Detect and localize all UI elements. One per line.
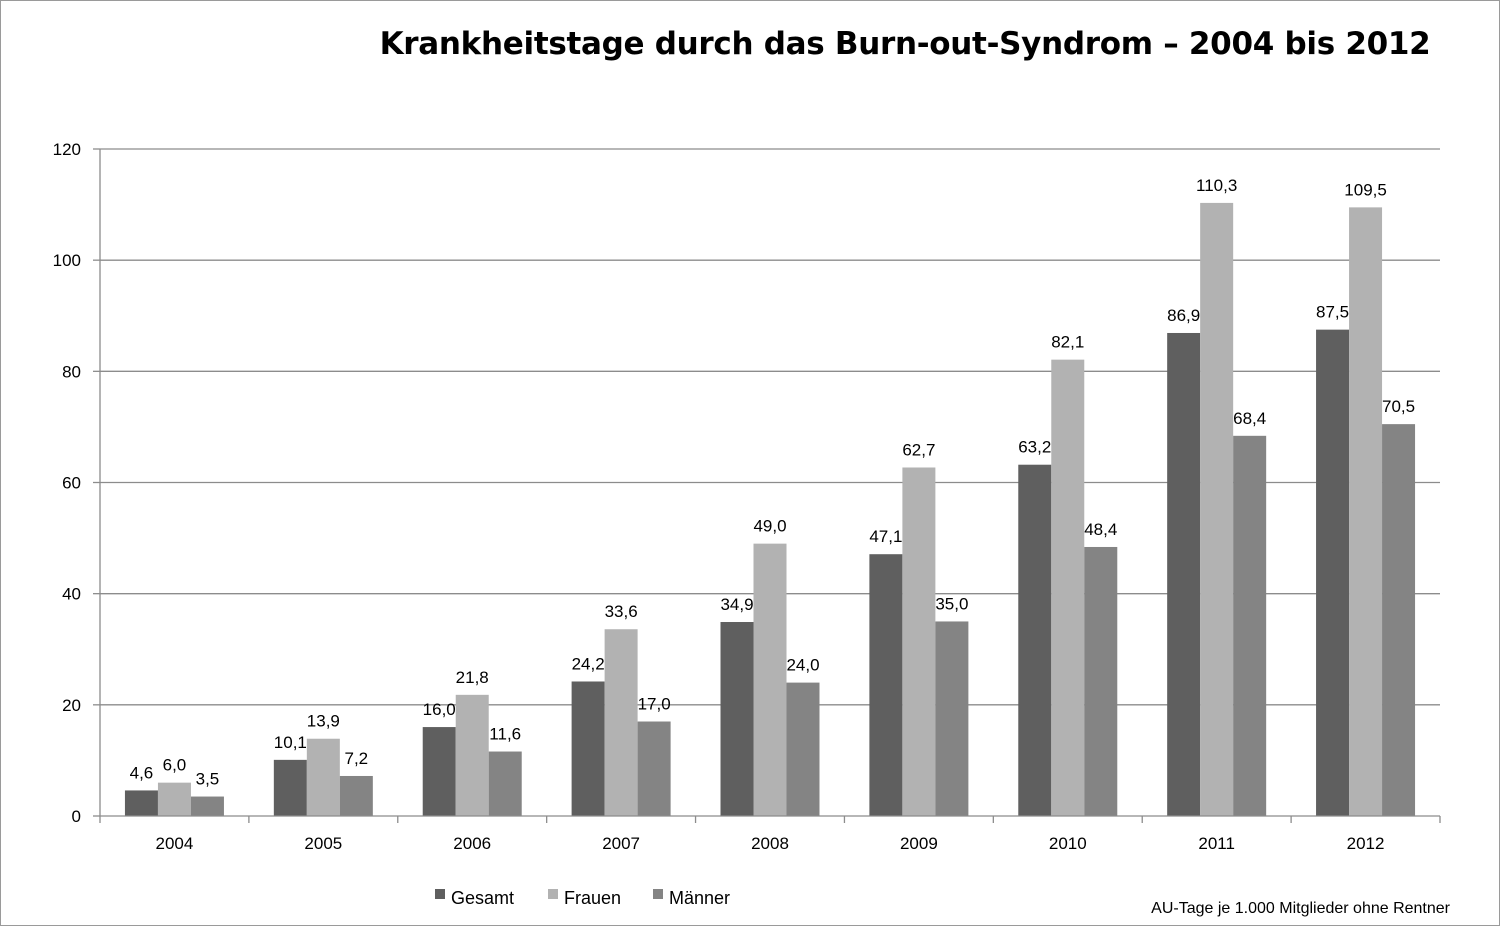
bar-männer bbox=[1233, 435, 1267, 816]
x-tick-label: 2011 bbox=[1198, 834, 1235, 853]
data-label: 33,6 bbox=[605, 602, 638, 621]
bar-gesamt bbox=[869, 554, 903, 816]
data-label: 10,1 bbox=[274, 733, 307, 752]
bar-gesamt bbox=[571, 681, 605, 816]
bar-frauen bbox=[306, 738, 340, 816]
y-axis: 0 20 40 60 80 100 120 bbox=[53, 140, 101, 826]
data-label: 47,1 bbox=[869, 527, 902, 546]
data-label: 24,2 bbox=[572, 654, 605, 673]
y-tick-label: 80 bbox=[62, 362, 81, 381]
x-tick-label: 2006 bbox=[453, 834, 491, 853]
data-label: 109,5 bbox=[1344, 180, 1387, 199]
bar-männer bbox=[935, 621, 969, 816]
data-label: 21,8 bbox=[456, 668, 489, 687]
legend-swatch bbox=[653, 889, 663, 899]
legend-label: Frauen bbox=[564, 888, 621, 908]
bar-frauen bbox=[157, 782, 191, 816]
y-tick-label: 20 bbox=[62, 696, 81, 715]
x-tick-label: 2009 bbox=[900, 834, 938, 853]
x-tick-label: 2012 bbox=[1347, 834, 1385, 853]
bar-frauen bbox=[455, 694, 489, 816]
legend-label: Männer bbox=[669, 888, 730, 908]
data-label: 4,6 bbox=[130, 763, 154, 782]
data-label: 63,2 bbox=[1018, 438, 1051, 457]
data-label: 11,6 bbox=[489, 725, 521, 744]
x-tick-label: 2004 bbox=[156, 834, 194, 853]
chart-title: Krankheitstage durch das Burn-out-Syndro… bbox=[379, 26, 1431, 62]
x-tick-label: 2008 bbox=[751, 834, 789, 853]
data-label: 34,9 bbox=[720, 595, 753, 614]
data-label: 49,0 bbox=[753, 517, 786, 536]
legend-swatch bbox=[548, 889, 558, 899]
bar-männer bbox=[786, 682, 820, 816]
y-tick-label: 100 bbox=[53, 251, 81, 270]
x-tick-label: 2007 bbox=[602, 834, 640, 853]
bar-gesamt bbox=[1316, 329, 1350, 816]
bar-gesamt bbox=[1167, 332, 1201, 816]
bar-frauen bbox=[1051, 359, 1085, 816]
legend-swatch bbox=[435, 889, 445, 899]
y-tick-label: 0 bbox=[72, 807, 81, 826]
data-label: 48,4 bbox=[1084, 520, 1117, 539]
bar-gesamt bbox=[720, 622, 754, 816]
bar-gesamt bbox=[124, 790, 158, 816]
bar-gesamt bbox=[422, 727, 456, 816]
data-label: 6,0 bbox=[163, 756, 187, 775]
data-label: 68,4 bbox=[1233, 409, 1266, 428]
y-tick-label: 40 bbox=[62, 585, 81, 604]
x-axis: 2004 2005 2006 2007 2008 2009 2010 2011 2012 bbox=[99, 815, 1441, 853]
bar-frauen bbox=[902, 467, 936, 816]
data-label: 24,0 bbox=[786, 656, 819, 675]
data-labels: 4,6 10,1 16,0 24,2 34,9 47,1 63,2 86,9 87,5 6,0 13… bbox=[130, 176, 1415, 789]
data-label: 16,0 bbox=[423, 700, 456, 719]
bar-frauen bbox=[604, 629, 638, 816]
data-label: 13,9 bbox=[307, 712, 340, 731]
bar-männer bbox=[488, 751, 522, 816]
bar-männer bbox=[1382, 424, 1416, 816]
data-label: 110,3 bbox=[1196, 176, 1237, 195]
data-label: 82,1 bbox=[1051, 333, 1084, 352]
data-label: 3,5 bbox=[196, 770, 220, 789]
data-label: 87,5 bbox=[1316, 303, 1349, 322]
bar-gesamt bbox=[273, 759, 307, 816]
data-label: 7,2 bbox=[345, 749, 369, 768]
bar-männer bbox=[339, 775, 373, 816]
legend: Gesamt Frauen Männer bbox=[435, 888, 730, 908]
bar-männer bbox=[637, 721, 671, 816]
data-label: 17,0 bbox=[638, 695, 671, 714]
bar-gesamt bbox=[1018, 464, 1052, 816]
x-tick-label: 2005 bbox=[304, 834, 342, 853]
bar-männer bbox=[190, 796, 224, 816]
data-label: 70,5 bbox=[1382, 397, 1415, 416]
bar-männer bbox=[1084, 546, 1118, 816]
x-tick-label: 2010 bbox=[1049, 834, 1087, 853]
bar-frauen bbox=[1349, 207, 1383, 817]
data-label: 35,0 bbox=[935, 594, 968, 613]
data-label: 62,7 bbox=[902, 440, 935, 459]
chart-note: AU-Tage je 1.000 Mitglieder ohne Rentner bbox=[1151, 900, 1450, 917]
bars bbox=[124, 202, 1416, 817]
bar-frauen bbox=[753, 543, 787, 816]
y-tick-label: 60 bbox=[62, 474, 81, 493]
data-label: 86,9 bbox=[1167, 306, 1200, 325]
legend-label: Gesamt bbox=[451, 888, 514, 908]
y-tick-label: 120 bbox=[53, 140, 81, 159]
bar-frauen bbox=[1200, 202, 1234, 816]
